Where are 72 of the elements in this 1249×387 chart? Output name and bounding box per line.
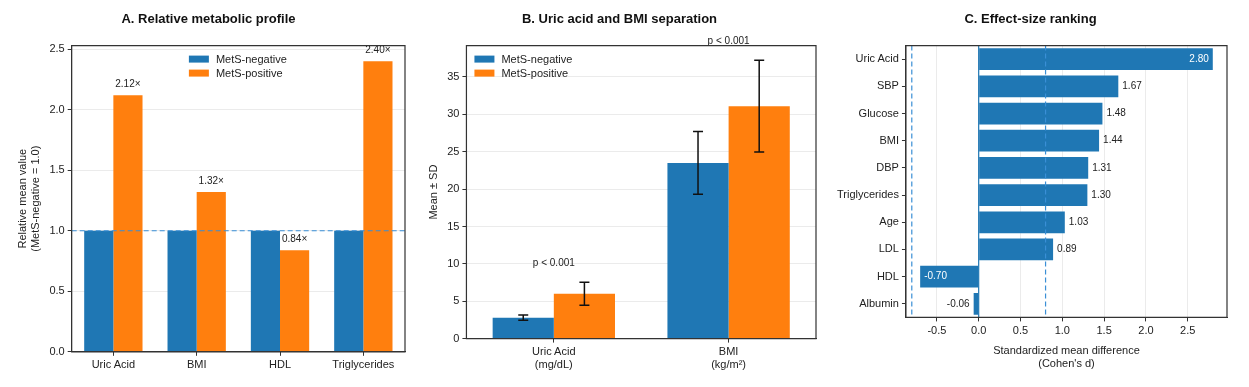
x-axis-title: Standardized mean difference (Cohen's d) bbox=[993, 344, 1140, 370]
y-tick-label: 35 bbox=[447, 70, 460, 83]
x-tick-label: -0.5 bbox=[927, 324, 947, 337]
x-tick-label: 2.5 bbox=[1180, 324, 1196, 337]
data-label: 2.12× bbox=[115, 77, 141, 89]
bar bbox=[84, 230, 114, 352]
x-tick-label: 1.5 bbox=[1096, 324, 1112, 337]
legend-label: MetS-positive bbox=[215, 66, 283, 79]
data-label: 1.67 bbox=[1122, 80, 1143, 92]
x-tick-label: 2.0 bbox=[1138, 324, 1154, 337]
legend-label: MetS-negative bbox=[215, 52, 287, 65]
y-tick-label: Age bbox=[879, 215, 899, 228]
x-tick-label: Triglycerides bbox=[332, 358, 395, 371]
y-tick-label: DBP bbox=[876, 160, 899, 173]
y-tick-label: SBP bbox=[876, 79, 899, 92]
legend-label: MetS-negative bbox=[501, 52, 573, 65]
bar bbox=[196, 192, 226, 352]
bar bbox=[363, 61, 393, 352]
y-axis-title: Mean ± SD bbox=[426, 164, 439, 220]
data-label: 1.32× bbox=[198, 174, 225, 186]
data-label: -0.70 bbox=[924, 270, 948, 282]
data-label: 0.89 bbox=[1057, 243, 1077, 255]
x-tick-label: BMI (kg/m²) bbox=[711, 345, 747, 371]
y-tick-label: 2.0 bbox=[49, 102, 65, 115]
bar bbox=[280, 250, 310, 352]
y-tick-label: 1.0 bbox=[49, 223, 65, 236]
data-label: 1.48 bbox=[1106, 107, 1127, 119]
bar bbox=[728, 106, 790, 339]
chart-title: B. Uric acid and BMI separation bbox=[521, 11, 718, 27]
bar bbox=[334, 230, 364, 352]
data-label: 0.84× bbox=[281, 232, 308, 244]
data-label: 1.31 bbox=[1092, 161, 1113, 173]
y-tick-label: Triglycerides bbox=[836, 188, 900, 201]
y-tick-label: BMI bbox=[879, 133, 899, 146]
bar bbox=[167, 230, 197, 352]
x-tick-label: 0.5 bbox=[1012, 324, 1029, 337]
bar bbox=[667, 162, 729, 339]
data-label: 1.30 bbox=[1091, 188, 1112, 200]
y-tick-label: 0 bbox=[453, 331, 460, 344]
y-tick-label: 30 bbox=[447, 107, 460, 120]
y-tick-label: 2.5 bbox=[49, 42, 65, 55]
y-tick-label: 25 bbox=[447, 144, 460, 157]
annotation: p < 0.001 bbox=[532, 256, 576, 268]
y-tick-label: 10 bbox=[447, 256, 460, 269]
y-tick-label: Uric Acid bbox=[855, 52, 899, 65]
legend-label: MetS-positive bbox=[501, 66, 569, 79]
x-tick-label: 1.0 bbox=[1054, 324, 1070, 337]
chart-title: C. Effect-size ranking bbox=[964, 11, 1097, 27]
chart-title: A. Relative metabolic profile bbox=[121, 11, 296, 27]
y-tick-label: HDL bbox=[876, 269, 899, 282]
bar bbox=[250, 230, 281, 352]
y-tick-label: 0.5 bbox=[49, 284, 65, 297]
data-label: 2.80 bbox=[1189, 52, 1210, 64]
data-label: 1.03 bbox=[1068, 216, 1089, 228]
x-tick-label: HDL bbox=[269, 358, 292, 371]
y-axis-title: Relative mean value (MetS-negative = 1.0) bbox=[15, 145, 41, 252]
x-tick-label: BMI bbox=[186, 358, 207, 371]
bar bbox=[113, 95, 143, 352]
x-tick-label: 0.0 bbox=[971, 324, 987, 337]
y-tick-label: 20 bbox=[447, 182, 460, 195]
y-tick-label: 15 bbox=[447, 219, 460, 232]
x-tick-label: Uric Acid bbox=[91, 358, 136, 371]
bar bbox=[553, 293, 615, 339]
y-tick-label: 1.5 bbox=[49, 163, 65, 176]
data-label: -0.06 bbox=[946, 297, 971, 309]
y-tick-label: Glucose bbox=[858, 106, 899, 119]
y-tick-label: LDL bbox=[878, 242, 899, 255]
y-tick-label: Albumin bbox=[859, 296, 899, 309]
y-tick-label: 5 bbox=[453, 294, 460, 307]
data-label: 1.44 bbox=[1103, 134, 1123, 146]
x-tick-label: Uric Acid (mg/dL) bbox=[532, 345, 576, 371]
bar bbox=[492, 317, 554, 339]
